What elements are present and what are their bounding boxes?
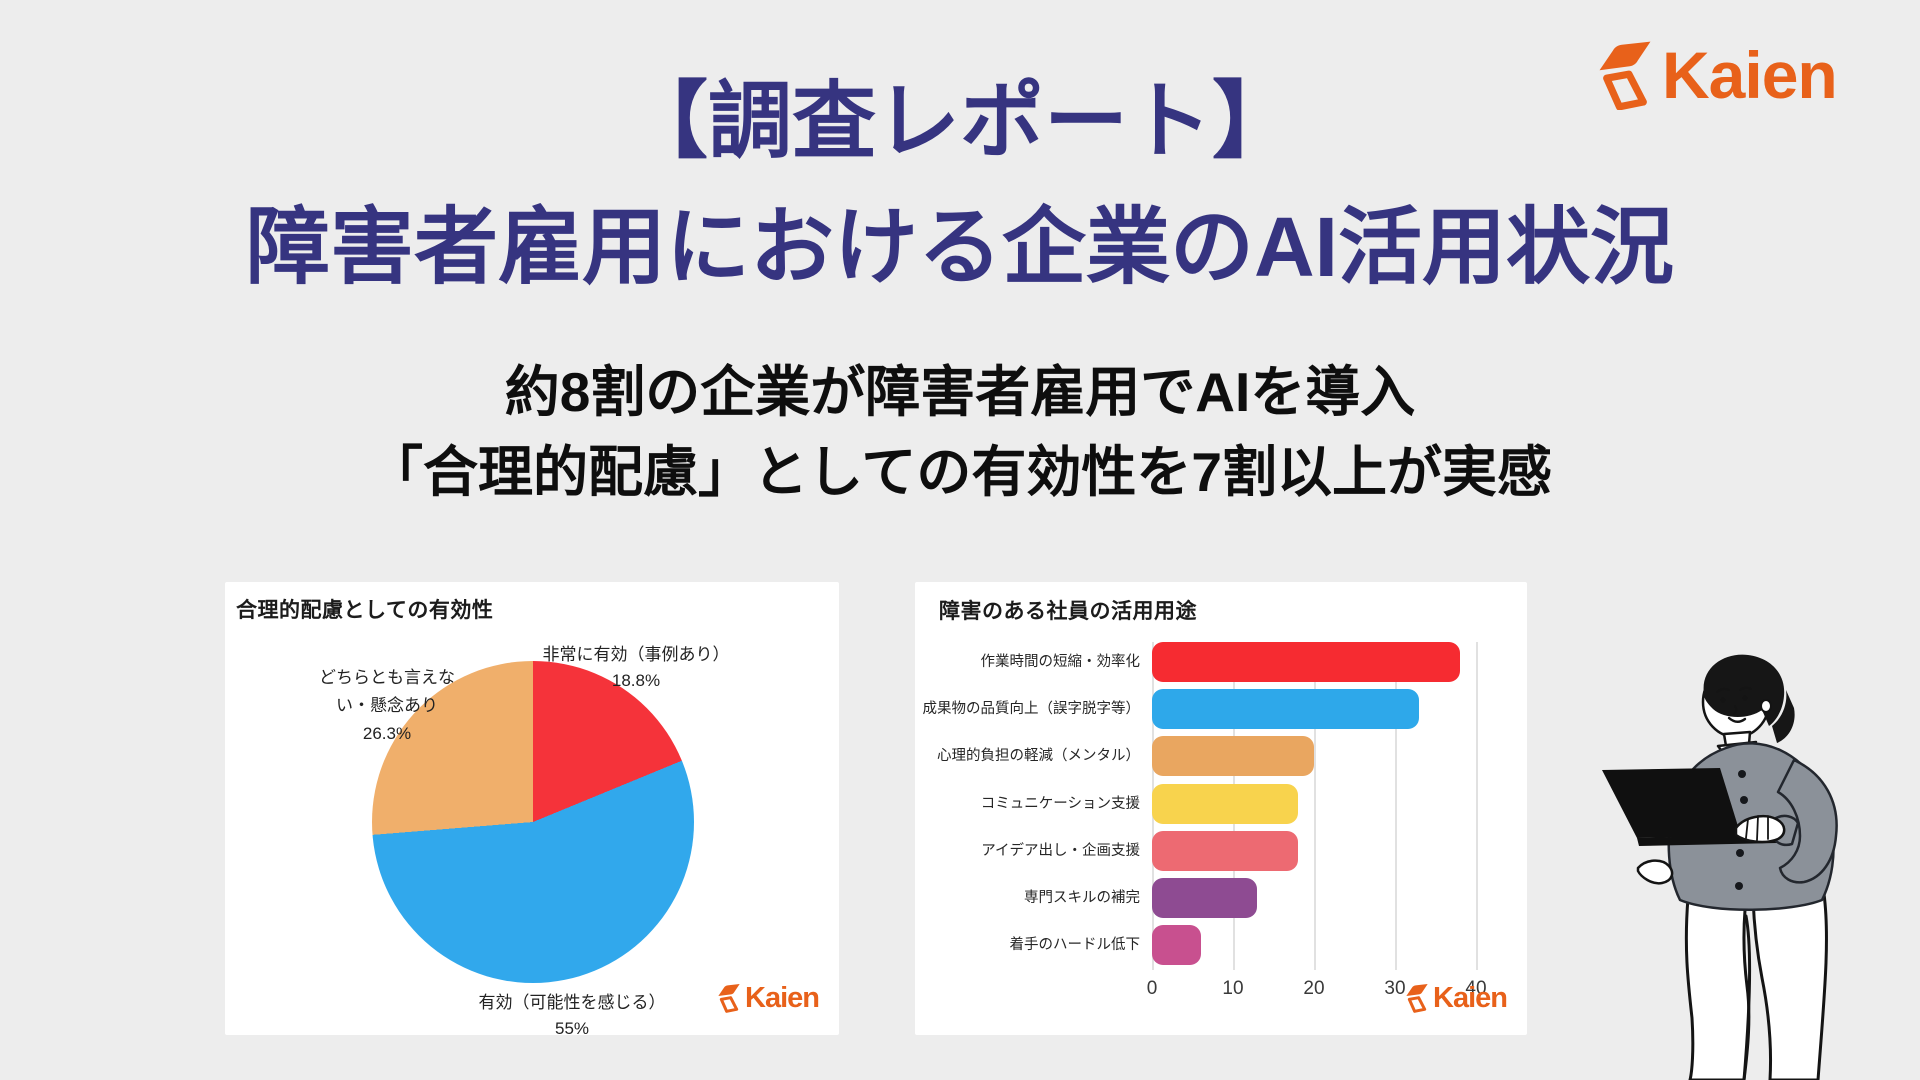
pie-label-effective: 有効（可能性を感じる） 55%	[457, 990, 687, 1042]
bar	[1152, 830, 1298, 871]
kaien-logo-header: Kaien	[1596, 38, 1838, 112]
bar-category-label: 成果物の品質向上（誤字脱字等）	[922, 701, 1141, 718]
page-title: 【調査レポート】 障害者雇用における企業のAI活用状況	[0, 58, 1920, 310]
x-axis-tick-label: 40	[1465, 978, 1487, 999]
pants-back-leg	[1751, 892, 1828, 1080]
bar	[1152, 783, 1298, 824]
subtitle-line-1: 約8割の企業が障害者雇用でAIを導入	[504, 361, 1416, 423]
pie-label-value: 26.3%	[362, 724, 412, 743]
hand-left	[1636, 859, 1674, 885]
bar-category-label: 専門スキルの補完	[1024, 890, 1140, 906]
pie-label-very-effective: 非常に有効（事例あり） 18.8%	[519, 642, 753, 694]
subtitle-line-2: 「合理的配慮」としての有効性を7割以上が実感	[368, 441, 1552, 503]
pie-chart-card: 合理的配慮としての有効性 非常に有効（事例あり） 18.8% どちらとも言えな …	[225, 582, 839, 1038]
x-axis-tick-label: 0	[1146, 978, 1158, 999]
x-axis-tick-label: 20	[1303, 978, 1325, 999]
shirt-sleeve	[1776, 758, 1838, 884]
bar-category-label: 心理的負担の軽減（メンタル）	[937, 748, 1140, 765]
kaien-logo-text: Kaien	[1662, 38, 1838, 112]
pie-label-value: 18.8%	[611, 671, 661, 690]
bar	[1152, 736, 1314, 777]
kaien-logo-text: Kaien	[745, 981, 820, 1014]
title-line-2: 障害者雇用における企業のAI活用状況	[245, 200, 1674, 294]
bar-category-label: アイデア出し・企画支援	[981, 842, 1140, 859]
x-axis-tick-label: 30	[1384, 978, 1406, 999]
kaien-logo-card: Kaien	[1405, 981, 1508, 1014]
person-with-laptop-illustration	[1602, 654, 1838, 1080]
bar	[1152, 925, 1201, 966]
pie-chart-title: 合理的配慮としての有効性	[236, 599, 494, 622]
kaien-logo-icon	[1406, 984, 1428, 1013]
pie-label-text: どちらとも言えな	[319, 668, 455, 687]
kaien-logo-icon	[718, 984, 740, 1013]
x-axis-tick-label: 10	[1222, 978, 1244, 999]
pants-front-leg	[1684, 896, 1751, 1080]
page-subtitle: 約8割の企業が障害者雇用でAIを導入 「合理的配慮」としての有効性を7割以上が実…	[0, 352, 1920, 512]
bar-plot: 0 10 20 30 40	[1147, 642, 1492, 1022]
pie-label-value: 55%	[554, 1019, 590, 1038]
pie-label-text: 有効（可能性を感じる）	[478, 993, 666, 1012]
kaien-logo-text: Kaien	[1433, 981, 1508, 1014]
bar	[1152, 689, 1420, 730]
bar	[1152, 642, 1460, 682]
pie-label-neutral: どちらとも言えな い・懸念あり 26.3%	[272, 664, 502, 748]
title-line-1: 【調査レポート】	[623, 74, 1296, 168]
kaien-logo-card: Kaien	[717, 981, 820, 1014]
bar-category-label: 作業時間の短縮・効率化	[980, 654, 1141, 670]
pie-label-text: い・懸念あり	[336, 696, 438, 715]
gridline	[1476, 642, 1478, 970]
laptop-screen	[1602, 768, 1741, 838]
gridline	[1395, 642, 1397, 970]
ear	[1760, 699, 1772, 713]
hair-back	[1772, 690, 1795, 743]
pie-circle	[372, 661, 694, 983]
hand-right	[1734, 815, 1786, 844]
bar	[1152, 878, 1258, 918]
pie-label-text: 非常に有効（事例あり）	[542, 645, 730, 664]
bar-chart-card: 障害のある社員の活用用途 作業時間の短縮・効率化成果物の品質向上（誤字脱字等） 心…	[915, 582, 1527, 1035]
kaien-logo-icon	[1599, 41, 1651, 110]
gridline	[1314, 642, 1316, 970]
bar-chart-title: 障害のある社員の活用用途	[939, 600, 1197, 623]
bar-category-label: コミュニケーション支援	[980, 795, 1140, 812]
bar-category-label: 着手のハードル低下	[1009, 937, 1141, 954]
